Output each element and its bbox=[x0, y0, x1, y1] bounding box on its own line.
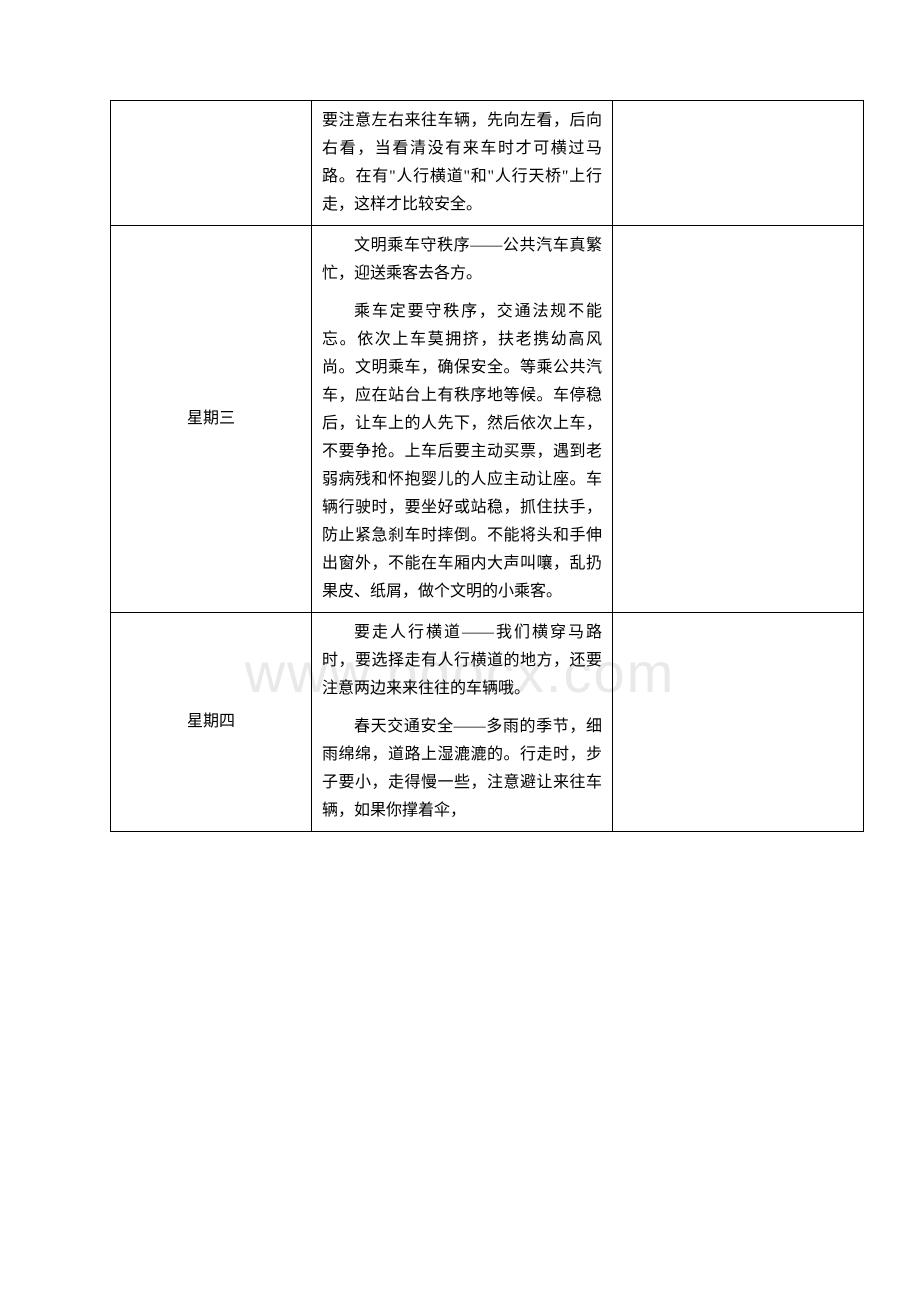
paragraph: 要走人行横道——我们横穿马路时，要选择走有人行横道的地方，还要注意两边来来往往的… bbox=[322, 619, 602, 703]
empty-cell bbox=[613, 226, 864, 613]
paragraph: 春天交通安全——多雨的季节，细雨绵绵，道路上湿漉漉的。行走时，步子要小，走得慢一… bbox=[322, 713, 602, 825]
empty-cell bbox=[613, 101, 864, 226]
paragraph: 文明乘车守秩序——公共汽车真繁忙，迎送乘客去各方。 bbox=[322, 232, 602, 288]
schedule-table: 要注意左右来往车辆，先向左看，后向右看，当看清没有来车时才可横过马路。在有"人行… bbox=[110, 100, 864, 832]
table-row: 要注意左右来往车辆，先向左看，后向右看，当看清没有来车时才可横过马路。在有"人行… bbox=[111, 101, 864, 226]
day-cell: 星期四 bbox=[111, 613, 312, 832]
paragraph: 乘车定要守秩序，交通法规不能忘。依次上车莫拥挤，扶老携幼高风尚。文明乘车，确保安… bbox=[322, 298, 602, 606]
day-cell: 星期三 bbox=[111, 226, 312, 613]
table-row: 星期四 要走人行横道——我们横穿马路时，要选择走有人行横道的地方，还要注意两边来… bbox=[111, 613, 864, 832]
table-body: 要注意左右来往车辆，先向左看，后向右看，当看清没有来车时才可横过马路。在有"人行… bbox=[111, 101, 864, 832]
content-cell: 要注意左右来往车辆，先向左看，后向右看，当看清没有来车时才可横过马路。在有"人行… bbox=[312, 101, 613, 226]
empty-cell bbox=[613, 613, 864, 832]
content-cell: 要走人行横道——我们横穿马路时，要选择走有人行横道的地方，还要注意两边来来往往的… bbox=[312, 613, 613, 832]
document-page: 要注意左右来往车辆，先向左看，后向右看，当看清没有来车时才可横过马路。在有"人行… bbox=[0, 0, 920, 932]
paragraph: 要注意左右来往车辆，先向左看，后向右看，当看清没有来车时才可横过马路。在有"人行… bbox=[322, 107, 602, 219]
content-cell: 文明乘车守秩序——公共汽车真繁忙，迎送乘客去各方。 乘车定要守秩序，交通法规不能… bbox=[312, 226, 613, 613]
day-cell bbox=[111, 101, 312, 226]
table-row: 星期三 文明乘车守秩序——公共汽车真繁忙，迎送乘客去各方。 乘车定要守秩序，交通… bbox=[111, 226, 864, 613]
